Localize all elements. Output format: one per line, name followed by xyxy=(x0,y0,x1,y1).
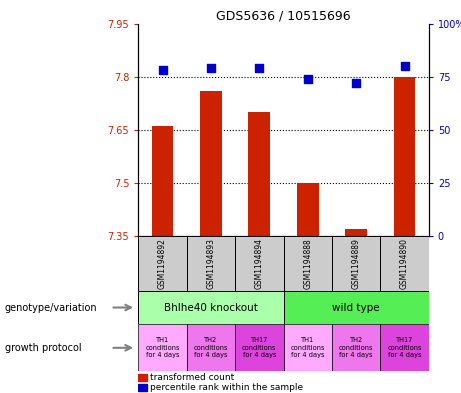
Text: Bhlhe40 knockout: Bhlhe40 knockout xyxy=(164,303,258,312)
Bar xyxy=(187,324,235,371)
Bar xyxy=(380,236,429,291)
Text: TH1
conditions
for 4 days: TH1 conditions for 4 days xyxy=(145,337,180,358)
Text: GSM1194892: GSM1194892 xyxy=(158,238,167,289)
Text: TH2
conditions
for 4 days: TH2 conditions for 4 days xyxy=(194,337,228,358)
Bar xyxy=(235,324,284,371)
Bar xyxy=(235,236,284,291)
Text: GSM1194894: GSM1194894 xyxy=(255,238,264,289)
Point xyxy=(255,65,263,71)
Text: TH17
conditions
for 4 days: TH17 conditions for 4 days xyxy=(387,337,422,358)
Text: GSM1194890: GSM1194890 xyxy=(400,238,409,289)
Bar xyxy=(138,373,147,381)
Bar xyxy=(380,324,429,371)
Text: percentile rank within the sample: percentile rank within the sample xyxy=(150,383,303,392)
Text: GSM1194889: GSM1194889 xyxy=(352,238,361,289)
Point xyxy=(159,67,166,73)
Bar xyxy=(200,91,222,236)
Text: TH1
conditions
for 4 days: TH1 conditions for 4 days xyxy=(290,337,325,358)
Bar xyxy=(345,229,367,236)
Bar xyxy=(138,236,187,291)
Bar xyxy=(284,291,429,324)
Bar xyxy=(248,112,270,236)
Bar xyxy=(332,236,380,291)
Point xyxy=(352,80,360,86)
Bar xyxy=(332,324,380,371)
Text: TH17
conditions
for 4 days: TH17 conditions for 4 days xyxy=(242,337,277,358)
Text: wild type: wild type xyxy=(332,303,380,312)
Text: TH2
conditions
for 4 days: TH2 conditions for 4 days xyxy=(339,337,373,358)
Bar xyxy=(394,77,415,236)
Point xyxy=(304,75,311,82)
Bar xyxy=(138,384,147,391)
Bar xyxy=(284,324,332,371)
Bar xyxy=(297,183,319,236)
Text: GSM1194893: GSM1194893 xyxy=(207,238,215,289)
Bar xyxy=(152,126,173,236)
Title: GDS5636 / 10515696: GDS5636 / 10515696 xyxy=(216,9,351,22)
Point xyxy=(207,65,214,71)
Text: growth protocol: growth protocol xyxy=(5,343,81,353)
Point xyxy=(401,63,408,69)
Bar xyxy=(138,324,187,371)
Bar xyxy=(138,291,284,324)
Bar xyxy=(284,236,332,291)
Bar xyxy=(187,236,235,291)
Text: genotype/variation: genotype/variation xyxy=(5,303,97,312)
Text: transformed count: transformed count xyxy=(150,373,235,382)
Text: GSM1194888: GSM1194888 xyxy=(303,238,312,289)
